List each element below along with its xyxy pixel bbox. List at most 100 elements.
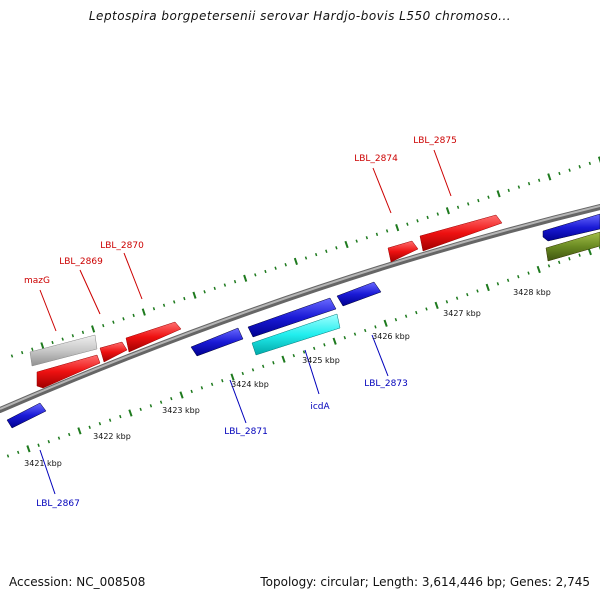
minor-tick xyxy=(394,318,398,322)
minor-tick xyxy=(20,350,24,355)
major-tick xyxy=(496,190,501,198)
minor-tick xyxy=(37,443,40,447)
minor-tick xyxy=(223,283,227,287)
minor-tick xyxy=(477,198,480,203)
gene-icdA-upper[interactable] xyxy=(247,297,337,338)
label-LBL_2873[interactable]: LBL_2873 xyxy=(364,379,408,389)
minor-tick xyxy=(284,263,287,267)
gene-blue-right-top[interactable] xyxy=(542,213,600,242)
minor-tick xyxy=(487,195,490,199)
gene-LBL_2875[interactable] xyxy=(419,214,503,252)
major-tick xyxy=(141,308,146,316)
minor-tick xyxy=(112,320,115,324)
major-tick xyxy=(332,337,337,345)
scale-label: 3428 kbp xyxy=(513,288,551,297)
major-tick xyxy=(26,445,31,453)
scale-label: 3427 kbp xyxy=(443,309,481,318)
label-LBL_2874[interactable]: LBL_2874 xyxy=(354,154,398,164)
minor-tick xyxy=(119,414,122,419)
gene-LBL_2874[interactable] xyxy=(387,240,419,263)
minor-tick xyxy=(190,389,193,394)
gene-olive-right[interactable] xyxy=(545,231,600,262)
minor-tick xyxy=(304,256,308,260)
gene-LBL_2873[interactable] xyxy=(336,281,382,307)
minor-tick xyxy=(578,165,581,169)
forward-gene-labels: mazG LBL_2869 LBL_2870 LBL_2874 LBL_2875 xyxy=(24,136,457,286)
map-title: Leptospira borgpetersenii serovar Hardjo… xyxy=(88,9,512,23)
label-leaders xyxy=(39,149,452,495)
minor-tick xyxy=(159,400,163,404)
major-tick xyxy=(485,283,490,292)
minor-tick xyxy=(517,275,520,279)
major-tick xyxy=(547,173,552,181)
minor-tick xyxy=(425,307,428,311)
minor-tick xyxy=(152,307,156,311)
scale-label: 3426 kbp xyxy=(372,332,410,341)
scale-label: 3422 kbp xyxy=(93,432,131,441)
minor-tick xyxy=(436,212,440,216)
minor-tick xyxy=(251,368,255,372)
label-LBL_2869[interactable]: LBL_2869 xyxy=(59,257,103,267)
gene-LBL_2871[interactable] xyxy=(190,327,244,357)
minor-tick xyxy=(406,222,409,226)
minor-tick xyxy=(71,334,75,338)
minor-tick xyxy=(507,188,510,193)
minor-tick xyxy=(527,181,531,186)
major-tick xyxy=(128,409,133,417)
minor-tick xyxy=(272,361,275,365)
minor-tick xyxy=(149,404,153,408)
gene-LBL_2870[interactable] xyxy=(125,321,182,353)
gene-LBL_2870-part[interactable] xyxy=(99,341,128,363)
minor-tick xyxy=(6,454,10,458)
minor-tick xyxy=(416,219,419,223)
minor-tick xyxy=(213,286,216,291)
minor-tick xyxy=(139,407,142,412)
minor-tick xyxy=(385,229,389,233)
chromosome-backbone xyxy=(0,204,600,413)
minor-tick xyxy=(274,266,277,270)
label-LBL_2870[interactable]: LBL_2870 xyxy=(100,241,144,251)
label-mazG[interactable]: mazG xyxy=(24,276,50,286)
minor-tick xyxy=(312,346,316,351)
minor-tick xyxy=(102,323,105,328)
major-tick xyxy=(281,355,286,363)
gene-LBL_2867[interactable] xyxy=(6,402,47,429)
label-LBL_2867[interactable]: LBL_2867 xyxy=(36,499,80,509)
minor-tick xyxy=(456,205,460,209)
scale-labels: 3421 kbp 3422 kbp 3423 kbp 3424 kbp 3425… xyxy=(24,288,551,468)
minor-tick xyxy=(335,246,338,250)
minor-tick xyxy=(47,439,51,444)
minor-tick xyxy=(314,252,318,257)
label-LBL_2875[interactable]: LBL_2875 xyxy=(413,136,457,146)
genome-stats-text: Topology: circular; Length: 3,614,446 bp… xyxy=(260,575,590,589)
minor-tick xyxy=(16,450,20,455)
gene-LBL_2869[interactable] xyxy=(36,354,101,389)
lower-tick-track xyxy=(6,246,600,458)
minor-tick xyxy=(445,300,449,304)
minor-tick xyxy=(172,300,176,304)
minor-tick xyxy=(404,314,408,318)
minor-tick xyxy=(466,292,469,297)
minor-tick xyxy=(10,354,14,358)
gene-icdA[interactable] xyxy=(251,313,341,356)
major-tick xyxy=(395,223,400,232)
minor-tick xyxy=(353,332,357,336)
minor-tick xyxy=(61,337,64,341)
gene-mazG[interactable] xyxy=(29,334,98,367)
label-icdA[interactable]: icdA xyxy=(310,402,330,412)
minor-tick xyxy=(527,271,530,275)
major-tick xyxy=(536,265,541,274)
minor-tick xyxy=(325,249,328,253)
minor-tick xyxy=(233,279,237,284)
minor-tick xyxy=(365,236,369,240)
minor-tick xyxy=(557,260,561,265)
label-LBL_2871[interactable]: LBL_2871 xyxy=(224,427,268,437)
major-tick xyxy=(344,240,349,249)
minor-tick xyxy=(81,330,85,335)
minor-tick xyxy=(57,436,61,440)
minor-tick xyxy=(466,202,470,206)
minor-tick xyxy=(506,278,510,282)
minor-tick xyxy=(455,296,459,300)
minor-tick xyxy=(517,185,521,189)
